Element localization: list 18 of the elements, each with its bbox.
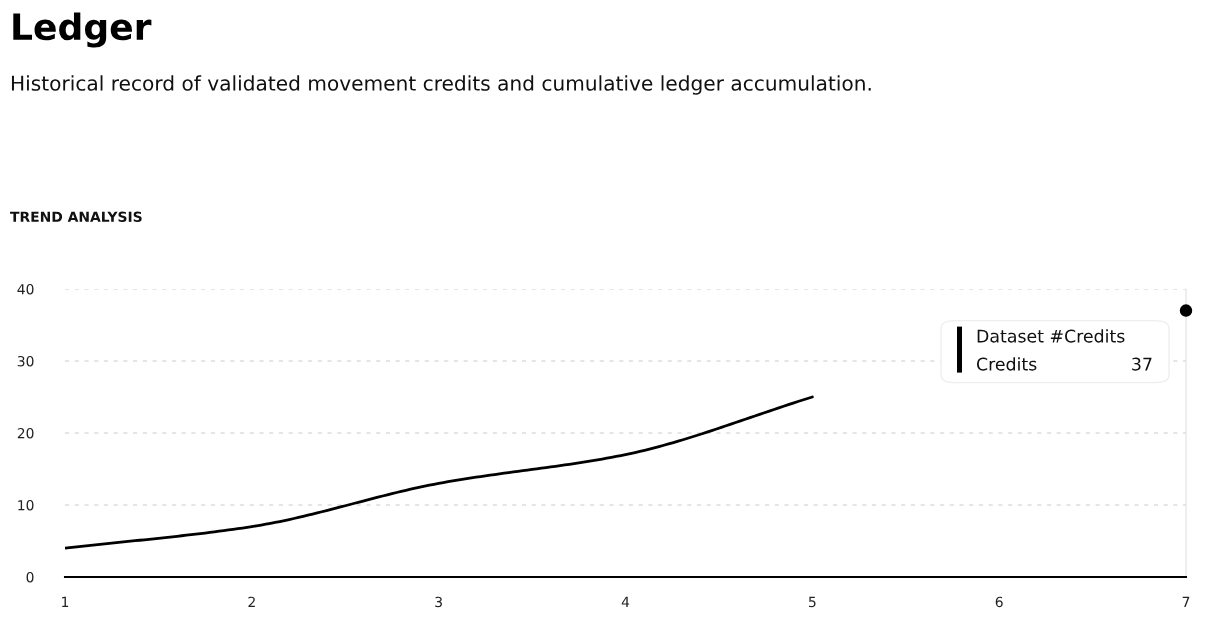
x-tick-label: 5 [808,596,816,608]
y-tick-label: 10 [18,499,34,511]
x-tick-label: 2 [248,596,255,607]
chart-subtitle: Historical record of validated movement credits and cumulative ledger accumulation. [11,75,871,95]
x-tick-label: 3 [435,596,442,608]
chart-title: Ledger [13,12,152,48]
y-tick-label: 30 [17,355,34,367]
y-tick-label: 20 [17,427,34,439]
annotation: Dataset #Credits [977,329,1125,343]
annotation: Credits [976,357,1037,371]
x-tick-label: 4 [621,596,630,607]
text: TREND ANALYSIS [10,211,142,223]
y-tick-label: 40 [17,283,34,295]
x-tick-label: 1 [62,596,69,607]
x-tick-label: 6 [995,596,1003,608]
y-tick-label: 0 [26,571,34,583]
x-tick-label: 7 [1182,596,1190,607]
annotation: 37 [1132,357,1152,371]
